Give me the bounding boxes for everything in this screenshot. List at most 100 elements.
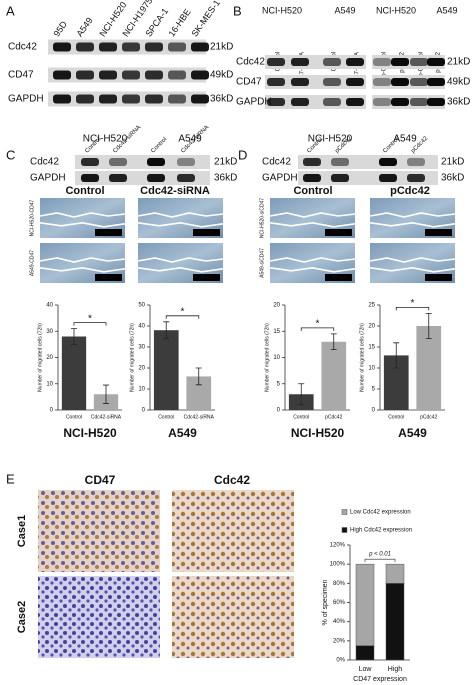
row-label: CD47 [8, 70, 34, 81]
band [373, 98, 391, 106]
x-tick-label: Control [388, 414, 404, 420]
y-tick-label: 0 [277, 408, 281, 414]
x-tick-label: High [388, 666, 403, 673]
annotation: * [316, 319, 320, 330]
wound-edge [137, 257, 224, 273]
blot-strip [265, 95, 366, 109]
group-label: A549 [436, 5, 457, 15]
y-tick-label: 20 [368, 324, 375, 330]
size-label: 36kD [210, 94, 233, 105]
y-tick-label: 20% [333, 638, 346, 644]
row-label: Cdc42 [262, 157, 291, 168]
bar [416, 326, 442, 410]
ihc-image [38, 576, 160, 658]
image-row-label: A549-siCD47 [259, 248, 265, 278]
band [177, 174, 195, 182]
panel-letter: B [233, 3, 242, 18]
y-tick-label: 20 [273, 303, 280, 309]
bar-segment [355, 563, 375, 646]
band [331, 158, 349, 166]
wound-edge [39, 257, 126, 273]
row-label: Case2 [16, 601, 28, 633]
band [410, 98, 428, 106]
band [391, 58, 409, 66]
scale-bar [193, 229, 220, 236]
band [168, 70, 186, 80]
panel-letter: E [6, 471, 15, 486]
band [410, 78, 428, 86]
x-tick-label: Low [359, 666, 373, 673]
band [407, 174, 425, 182]
scale-label: 200um [331, 230, 346, 236]
lane-label: Control [150, 137, 168, 155]
size-label: 49kD [210, 70, 233, 81]
x-tick-label: Cdc42-siRNA [91, 414, 122, 420]
x-tick-label: pCdc42 [325, 414, 342, 420]
y-tick-label: 5 [277, 381, 281, 387]
group-label: NCI-H520 [83, 134, 128, 145]
band [373, 58, 391, 66]
ihc-image [172, 576, 294, 658]
scale-bar [95, 229, 122, 236]
scale-label: 200um [101, 275, 116, 281]
panel-letter: D [238, 147, 247, 162]
bar [321, 341, 347, 410]
band [147, 158, 165, 166]
y-tick-label: 15 [273, 329, 280, 335]
scale-bar [425, 229, 452, 236]
band [168, 42, 186, 52]
scale-label: 200um [101, 230, 116, 236]
error-bar [163, 321, 170, 339]
size-label: 21kD [441, 157, 464, 168]
band [81, 174, 99, 182]
band [76, 94, 94, 104]
bar-segment [385, 583, 405, 661]
error-bar [330, 333, 337, 351]
x-tick-label: Control [158, 414, 174, 420]
y-tick-label: 0 [50, 408, 54, 414]
y-tick-label: 20 [138, 366, 145, 372]
error-bar [71, 328, 77, 345]
band [391, 98, 409, 106]
bar-segment [385, 563, 405, 584]
y-tick-label: 0 [142, 408, 146, 414]
band [323, 78, 341, 86]
row-label: GAPDH [262, 173, 298, 184]
wound-edge [369, 212, 456, 228]
x-tick-label: Cdc42-siRNA [184, 414, 215, 420]
x-axis-label: A549 [398, 426, 427, 440]
y-tick-label: 60% [333, 600, 346, 606]
x-axis-label: NCI-H520 [63, 426, 117, 440]
image-title: Control [65, 185, 104, 197]
size-label: 49kD [447, 77, 470, 88]
band [76, 70, 94, 80]
band [76, 42, 94, 52]
y-axis-label: Number of migrated cells (72h) [359, 323, 365, 392]
band [99, 70, 117, 80]
bar [61, 336, 87, 410]
group-label: NCI-H520 [308, 134, 353, 145]
y-tick-label: 0 [372, 408, 376, 414]
band [427, 58, 445, 66]
band [168, 94, 186, 104]
band [99, 94, 117, 104]
band [145, 94, 163, 104]
scale-bar [193, 274, 220, 281]
scale-bar [95, 274, 122, 281]
significance-bracket [300, 327, 335, 331]
band [303, 158, 321, 166]
y-tick-label: 5 [372, 387, 376, 393]
image-row-label: NCI-H520-siCD47 [259, 198, 265, 239]
annotation: * [88, 313, 92, 324]
image-row-label: NCI-H520-CD47 [29, 199, 35, 236]
wound-edge [269, 212, 356, 228]
panel-letter: A [6, 3, 15, 18]
band [267, 98, 285, 106]
band [109, 174, 127, 182]
blot-strip [75, 171, 210, 185]
annotation: * [181, 306, 185, 317]
band [373, 78, 391, 86]
group-label: A549 [334, 5, 355, 15]
ihc-image [172, 490, 294, 572]
band [427, 98, 445, 106]
